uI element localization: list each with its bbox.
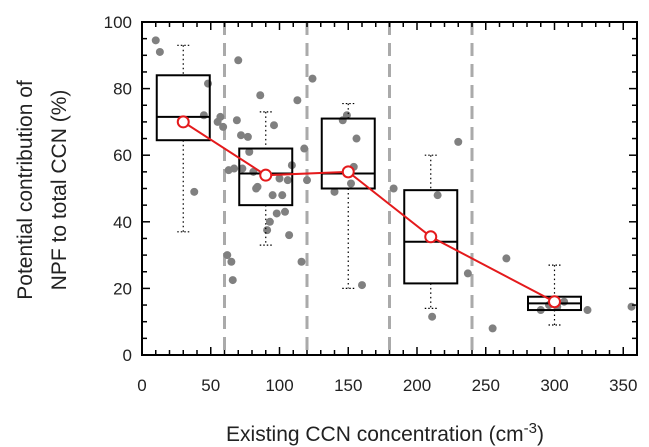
scatter-point <box>151 36 160 45</box>
scatter-point <box>300 144 309 153</box>
x-tick-label: 100 <box>265 376 293 395</box>
scatter-point <box>238 164 247 173</box>
scatter-point <box>627 302 636 311</box>
y-tick-label: 20 <box>113 279 132 298</box>
scatter-point <box>278 191 287 200</box>
scatter-point <box>228 276 237 285</box>
tick-labels: 0 50 100 150 200 250 300 350 0 20 40 60 80 100 <box>104 13 638 395</box>
y-tick-label: 80 <box>113 80 132 99</box>
mean-marker <box>424 230 438 244</box>
scatter-point <box>234 56 243 65</box>
x-tick-label: 150 <box>334 376 362 395</box>
scatter-point <box>268 191 277 200</box>
x-axis-title-tail: ) <box>537 423 544 446</box>
x-tick-label: 350 <box>609 376 637 395</box>
scatter-point <box>272 209 281 218</box>
scatter-point <box>358 281 366 290</box>
scatter-point <box>428 312 437 321</box>
scatter-point <box>502 254 511 263</box>
box-rect <box>238 147 294 207</box>
mean-marker <box>341 165 355 179</box>
scatter-point <box>253 182 262 191</box>
scatter-point <box>190 187 199 196</box>
x-tick-label: 200 <box>403 376 431 395</box>
scatter-point <box>243 132 252 141</box>
scatter-point <box>488 324 497 333</box>
x-tick-label: 300 <box>540 376 568 395</box>
scatter-point <box>330 187 339 196</box>
scatter-point <box>219 122 228 131</box>
bin-dividers <box>223 22 474 355</box>
y-axis-title-line-1: Potential contribution of <box>14 80 37 300</box>
scatter-point <box>285 231 294 240</box>
x-tick-label: 50 <box>201 376 220 395</box>
scatter-point <box>303 176 311 185</box>
scatter-point <box>433 191 442 200</box>
scatter-point <box>227 257 236 266</box>
scatter-point <box>454 137 463 146</box>
scatter-point <box>347 179 355 188</box>
y-tick-label: 100 <box>104 13 132 32</box>
mean-marker <box>176 115 190 129</box>
scatter-point <box>342 111 351 120</box>
scatter-point <box>281 207 289 216</box>
mean-line <box>176 115 561 309</box>
box-rect <box>320 117 376 190</box>
scatter-point <box>237 131 245 140</box>
y-tick-label: 60 <box>113 146 132 165</box>
y-axis-title-line-2: NPF to total CCN (%) <box>48 90 71 291</box>
scatter-point <box>583 306 592 315</box>
scatter-point <box>223 251 232 260</box>
scatter-point <box>265 217 274 226</box>
scatter-point <box>256 91 265 100</box>
box-rect <box>155 74 211 142</box>
scatter-point <box>463 269 472 278</box>
scatter-point <box>308 74 317 83</box>
x-axis-title-main: Existing CCN concentration (cm <box>226 423 524 446</box>
scatter-point <box>389 184 398 193</box>
x-tick-label: 250 <box>472 376 500 395</box>
x-axis-title-superscript: -3 <box>524 420 537 437</box>
scatter-point <box>216 112 225 121</box>
y-tick-label: 0 <box>123 346 132 365</box>
scatter-point <box>199 111 208 120</box>
mean-marker <box>548 295 561 309</box>
scatter-point <box>293 96 302 105</box>
scatter-point <box>230 164 239 173</box>
scatter-point <box>560 297 569 306</box>
scatter-point <box>283 176 292 185</box>
scatter-point <box>275 174 284 183</box>
scatter-point <box>270 121 278 130</box>
box-rect <box>403 189 459 285</box>
axes <box>141 21 638 356</box>
scatter-point <box>155 47 164 56</box>
y-tick-label: 40 <box>113 213 132 232</box>
scatter-points <box>151 36 636 333</box>
x-axis-title: Existing CCN concentration (cm-3) <box>226 420 544 446</box>
mean-marker <box>259 168 273 182</box>
scatter-point <box>245 147 254 156</box>
scatter-point <box>232 116 241 125</box>
scatter-point <box>204 79 212 88</box>
scatter-point <box>352 134 361 143</box>
x-tick-label: 0 <box>137 376 146 395</box>
scatter-point <box>297 257 306 266</box>
scatter-point <box>263 226 272 235</box>
